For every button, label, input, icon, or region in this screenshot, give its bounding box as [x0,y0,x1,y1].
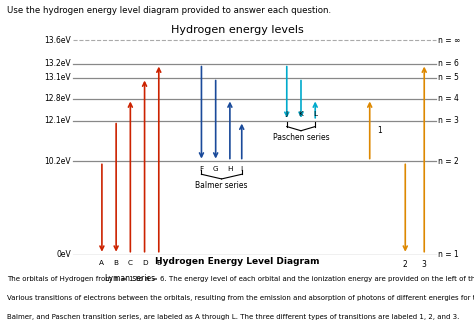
Text: 12.1eV: 12.1eV [45,116,71,125]
Text: n = 2: n = 2 [438,157,459,166]
Text: A: A [100,260,104,266]
Text: The orbitals of Hydrogen from n = 1 to n = 6. The energy level of each orbital a: The orbitals of Hydrogen from n = 1 to n… [7,275,474,281]
Text: Paschen series: Paschen series [273,133,329,142]
Text: n = 1: n = 1 [438,250,459,259]
Text: 12.8eV: 12.8eV [45,94,71,103]
Text: I: I [241,166,243,172]
Text: C: C [128,260,133,266]
Text: E: E [156,260,161,266]
Text: 10.2eV: 10.2eV [45,157,71,166]
Text: G: G [213,166,219,172]
Text: K: K [299,111,303,117]
Text: n = 6: n = 6 [438,59,459,68]
Text: L: L [313,111,317,117]
Text: Various transitions of electrons between the orbitals, resulting from the emissi: Various transitions of electrons between… [7,295,474,301]
Text: Hydrogen energy levels: Hydrogen energy levels [171,25,303,35]
Text: n = 3: n = 3 [438,116,459,125]
Text: n = ∞: n = ∞ [438,36,461,45]
Text: Hydrogen Energy Level Diagram: Hydrogen Energy Level Diagram [155,257,319,266]
Text: Balmer series: Balmer series [195,181,248,190]
Text: J: J [286,111,288,117]
Text: D: D [142,260,147,266]
Text: F: F [200,166,203,172]
Text: H: H [227,166,233,172]
Text: n = 5: n = 5 [438,73,459,82]
Text: 2: 2 [403,260,408,269]
Text: 3: 3 [422,260,427,269]
Text: Balmer, and Paschen transition series, are labeled as A through L. The three dif: Balmer, and Paschen transition series, a… [7,314,459,320]
Text: 13.2eV: 13.2eV [45,59,71,68]
Text: n = 4: n = 4 [438,94,459,103]
Text: 1: 1 [377,126,382,135]
Text: B: B [114,260,118,266]
Text: Use the hydrogen energy level diagram provided to answer each question.: Use the hydrogen energy level diagram pr… [7,6,331,15]
Text: Lyman series: Lyman series [105,274,155,283]
Text: 0eV: 0eV [56,250,71,259]
Text: 13.1eV: 13.1eV [45,73,71,82]
Text: 13.6eV: 13.6eV [45,36,71,45]
